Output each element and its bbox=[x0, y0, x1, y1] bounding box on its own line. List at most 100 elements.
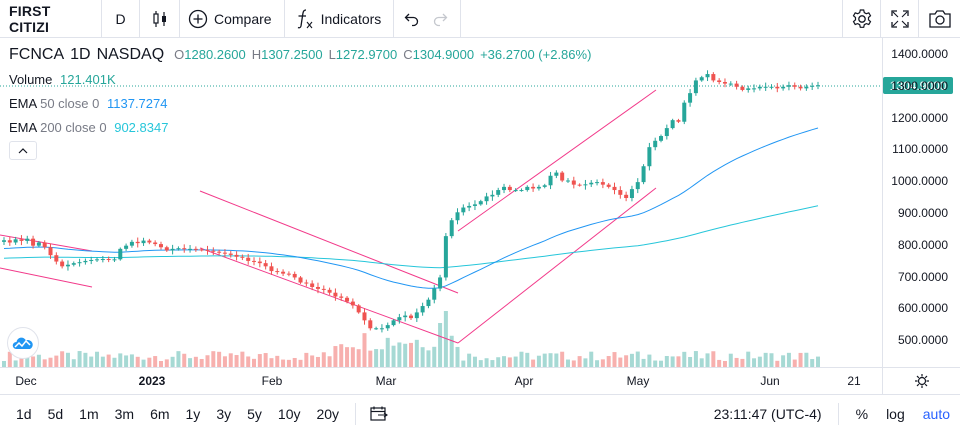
candle-body bbox=[443, 236, 448, 278]
candle-body bbox=[95, 259, 100, 261]
last-price-tag: 1304.9000 bbox=[883, 77, 953, 94]
price-chart[interactable] bbox=[0, 38, 882, 367]
tradingview-logo[interactable] bbox=[7, 327, 39, 359]
ema50-title: EMA bbox=[9, 96, 37, 111]
symbol-search-button[interactable]: FIRST CITIZI bbox=[0, 0, 102, 38]
price-axis[interactable]: 1304.9000 1400.0000 1300.0000 1200.0000 110… bbox=[882, 38, 960, 367]
range-button-3m[interactable]: 3m bbox=[114, 406, 135, 422]
volume-bar bbox=[83, 352, 88, 367]
redo-icon[interactable] bbox=[432, 11, 448, 27]
volume-bar bbox=[519, 351, 524, 367]
trendline bbox=[199, 247, 459, 344]
compare-button[interactable]: Compare bbox=[180, 0, 285, 38]
volume-bar bbox=[560, 351, 565, 367]
range-button-1m[interactable]: 1m bbox=[79, 406, 99, 422]
volume-bar bbox=[25, 357, 30, 367]
candle-body bbox=[176, 248, 181, 250]
candle-body bbox=[792, 85, 797, 87]
range-button-3y[interactable]: 3y bbox=[216, 406, 232, 422]
candle-body bbox=[752, 88, 757, 90]
candle-body bbox=[31, 238, 36, 246]
chart-type-button[interactable] bbox=[140, 0, 180, 38]
candle-body bbox=[635, 182, 640, 190]
candle-body bbox=[484, 196, 489, 202]
volume-bar bbox=[176, 351, 181, 367]
candle-body bbox=[298, 277, 303, 283]
candle-body bbox=[153, 242, 158, 245]
legend-volume-row[interactable]: Volume 121.401K bbox=[9, 72, 116, 87]
volume-bar bbox=[763, 352, 768, 367]
volume-bar bbox=[502, 356, 507, 367]
candle-body bbox=[315, 286, 320, 289]
legend-ema200-row[interactable]: EMA 200 close 0 902.8347 bbox=[9, 120, 168, 135]
candle-body bbox=[513, 190, 518, 192]
range-button-20y[interactable]: 20y bbox=[316, 406, 340, 422]
axis-settings-button[interactable] bbox=[882, 367, 960, 394]
candle-body bbox=[368, 320, 373, 329]
volume-bar bbox=[472, 356, 477, 367]
range-button-1d[interactable]: 1d bbox=[16, 406, 32, 422]
indicators-button[interactable]: Indicators bbox=[285, 0, 395, 38]
fullscreen-button[interactable] bbox=[880, 0, 918, 38]
volume-bar bbox=[188, 358, 193, 367]
candle-body bbox=[664, 128, 669, 137]
range-button-5y[interactable]: 5y bbox=[247, 406, 262, 422]
volume-bar bbox=[496, 357, 501, 367]
candle-body bbox=[653, 140, 658, 148]
candle-body bbox=[188, 248, 193, 250]
candle-body bbox=[65, 264, 70, 267]
volume-bar bbox=[612, 352, 617, 367]
screenshot-button[interactable] bbox=[918, 0, 960, 38]
legend-collapse-button[interactable] bbox=[9, 141, 37, 160]
volume-bar bbox=[298, 359, 303, 367]
volume-bar bbox=[653, 360, 658, 367]
candle-body bbox=[170, 248, 175, 251]
date-range-button[interactable] bbox=[364, 406, 394, 422]
volume-bar bbox=[228, 353, 233, 367]
volume-bar bbox=[71, 359, 76, 367]
candle-body bbox=[135, 241, 140, 244]
bottom-separator-2 bbox=[837, 403, 839, 425]
range-button-6m[interactable]: 6m bbox=[150, 406, 170, 422]
volume-bar bbox=[589, 351, 594, 367]
bottom-toolbar: 1d 5d 1m 3m 6m 1y 3y 5y 10y 20y 23:11:47 (UTC-4) … bbox=[0, 394, 960, 433]
volume-bar bbox=[432, 346, 437, 367]
percent-scale-button[interactable]: % bbox=[855, 406, 869, 422]
sun-gear-icon bbox=[914, 374, 929, 388]
legend-ema50-row[interactable]: EMA 50 close 0 1137.7274 bbox=[9, 96, 167, 111]
time-axis[interactable]: Dec 2023 Feb Mar Apr May Jun 21 bbox=[0, 367, 882, 394]
candle-body bbox=[42, 242, 47, 248]
candle-body bbox=[54, 255, 59, 262]
timezone-clock[interactable]: 23:11:47 (UTC-4) bbox=[713, 406, 822, 422]
candle-body bbox=[798, 86, 803, 89]
candle-body bbox=[327, 289, 332, 293]
log-scale-button[interactable]: log bbox=[886, 406, 905, 422]
trendline bbox=[0, 267, 93, 288]
legend-exchange: NASDAQ bbox=[96, 46, 165, 63]
candle-body bbox=[275, 271, 280, 273]
auto-scale-button[interactable]: auto bbox=[922, 406, 950, 422]
range-button-10y[interactable]: 10y bbox=[277, 406, 301, 422]
range-button-5d[interactable]: 5d bbox=[47, 406, 64, 422]
volume-bar bbox=[647, 354, 652, 367]
time-axis-label: Jun bbox=[760, 374, 780, 388]
candle-body bbox=[565, 180, 570, 182]
candle-body bbox=[292, 273, 297, 278]
volume-bar bbox=[816, 356, 820, 367]
legend-interval: 1D bbox=[70, 46, 91, 63]
candle-body bbox=[507, 186, 512, 191]
volume-bar bbox=[89, 356, 94, 367]
volume-bar bbox=[368, 350, 373, 367]
candle-body bbox=[2, 240, 6, 242]
volume-bar bbox=[164, 359, 169, 367]
price-axis-label: 1100.0000 bbox=[892, 142, 948, 157]
settings-button[interactable] bbox=[842, 0, 880, 38]
resolution-button[interactable]: D bbox=[102, 0, 140, 38]
candle-body bbox=[60, 261, 65, 267]
volume-bar bbox=[153, 356, 158, 367]
range-button-1y[interactable]: 1y bbox=[185, 406, 201, 422]
volume-bar bbox=[193, 356, 198, 367]
candle-body bbox=[432, 288, 437, 300]
candle-body bbox=[728, 83, 733, 85]
undo-icon[interactable] bbox=[404, 11, 420, 27]
